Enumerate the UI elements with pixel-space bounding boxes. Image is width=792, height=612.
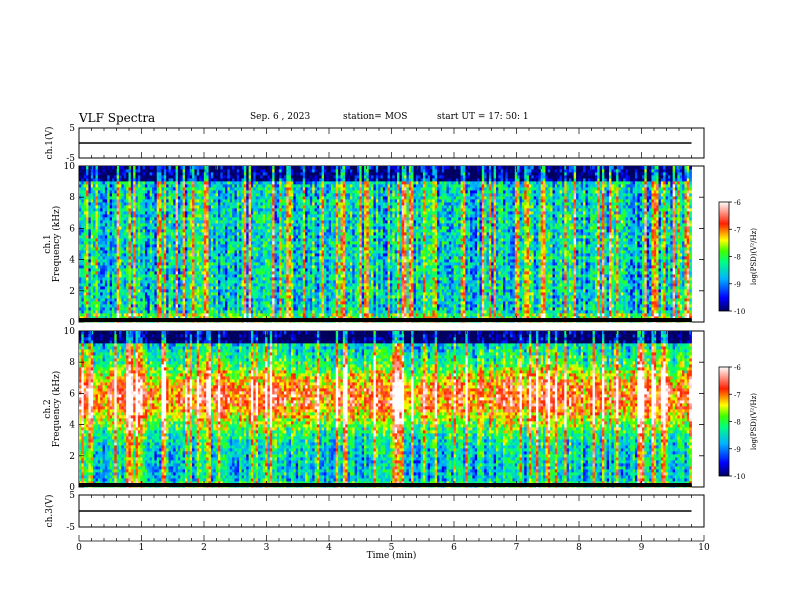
ytick-label: 4 xyxy=(69,421,75,431)
colorbar-label: log(PSD)(V²/Hz) xyxy=(750,393,758,450)
xtick-label: 0 xyxy=(76,543,82,553)
xtick-label: 9 xyxy=(639,543,645,553)
xtick-label: 4 xyxy=(326,543,332,553)
colorbar-tick-label: -10 xyxy=(734,473,745,481)
xtick-label: 3 xyxy=(264,543,270,553)
ytick-label: 10 xyxy=(64,327,76,337)
colorbar-label: log(PSD)(V²/Hz) xyxy=(750,228,758,285)
ytick-label: 2 xyxy=(69,452,75,462)
colorbar-tick-label: -8 xyxy=(734,419,741,427)
colorbar-tick-label: -10 xyxy=(734,308,745,316)
ytick-label: 5 xyxy=(69,124,75,134)
ytick-label: -5 xyxy=(66,523,75,533)
ytick-label: 8 xyxy=(69,358,75,368)
spectrogram-baseline xyxy=(79,318,692,322)
spectrogram-ch2-spectrogram xyxy=(79,331,692,487)
ytick-label: 8 xyxy=(69,193,75,203)
ytick-label: 4 xyxy=(69,256,75,266)
xaxis-label: Time (min) xyxy=(367,550,417,561)
xtick-label: 8 xyxy=(576,543,582,553)
ylabel-ch3-voltage: ch.3(V) xyxy=(44,495,55,528)
colorbar-tick-label: -7 xyxy=(734,391,741,399)
xtick-label: 7 xyxy=(514,543,520,553)
xtick-label: 10 xyxy=(698,543,710,553)
ytick-label: 6 xyxy=(69,224,75,234)
vlf-spectra-chart: 5 -5 ch.1(V) -6 -7 -8 -9 -10 log(PSD)(V²/Hz) 0 2 4 6… xyxy=(0,0,792,612)
ylabel2-ch1-spectrogram: Frequency (kHz) xyxy=(51,206,62,283)
xtick-label: 1 xyxy=(139,543,145,553)
spectrogram-baseline xyxy=(79,483,692,487)
ytick-label: 10 xyxy=(64,162,76,172)
colorbar-tick-label: -6 xyxy=(734,364,741,372)
xtick-label: 2 xyxy=(201,543,207,553)
xtick-label: 6 xyxy=(451,543,457,553)
colorbar-tick-label: -8 xyxy=(734,254,741,262)
colorbar-ch2-spectrogram xyxy=(719,367,729,476)
ytick-label: 5 xyxy=(69,491,75,501)
spectrogram-ch1-spectrogram xyxy=(79,166,692,322)
colorbar-tick-label: -9 xyxy=(734,281,741,289)
ylabel-ch1-voltage: ch.1(V) xyxy=(44,127,55,160)
colorbar-tick-label: -7 xyxy=(734,226,741,234)
colorbar-tick-label: -6 xyxy=(734,199,741,207)
colorbar-ch1-spectrogram xyxy=(719,202,729,311)
ytick-label: 2 xyxy=(69,287,75,297)
colorbar-tick-label: -9 xyxy=(734,446,741,454)
ytick-label: 6 xyxy=(69,389,75,399)
ylabel2-ch2-spectrogram: Frequency (kHz) xyxy=(51,371,62,448)
